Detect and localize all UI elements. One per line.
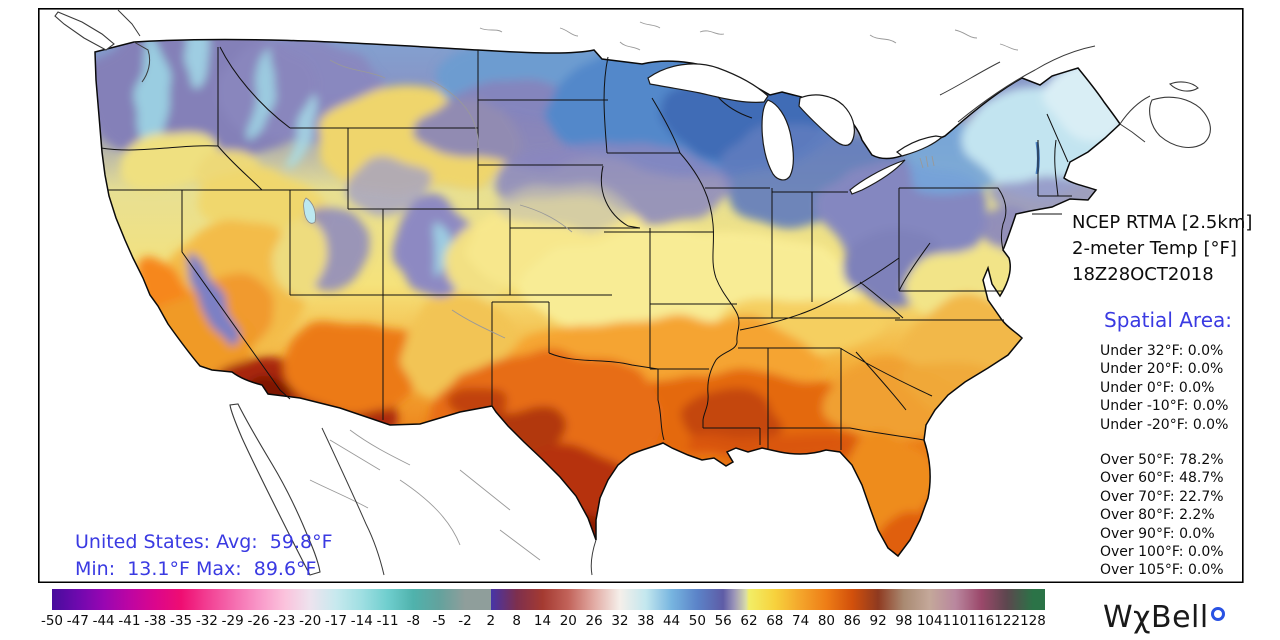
logo-degree-icon xyxy=(1210,607,1225,621)
colorbar-tick-label: -11 xyxy=(376,613,399,629)
weatherbell-logo: WχBell xyxy=(1103,600,1225,635)
colorbar-tick-label: 86 xyxy=(843,613,861,629)
logo-text: WχBell xyxy=(1103,600,1209,635)
coastline-detail xyxy=(117,9,1151,576)
colorbar-tick-label: 50 xyxy=(688,613,706,629)
colorbar-tick-label: 92 xyxy=(869,613,887,629)
under-stat-line: Under -20°F: 0.0% xyxy=(1100,416,1229,433)
under-stat-line: Under -10°F: 0.0% xyxy=(1100,398,1229,415)
us-summary-stats: United States: Avg: 59.8°F Min: 13.1°F Ma… xyxy=(75,529,333,583)
colorbar-tick-label: 80 xyxy=(817,613,836,629)
colorbar-tick-label: -23 xyxy=(273,613,296,629)
colorbar-tick-label: 116 xyxy=(968,613,995,629)
colorbar-tick-label: 62 xyxy=(740,613,758,629)
colorbar-tick-label: -14 xyxy=(350,613,373,629)
colorbar-tick-label: 68 xyxy=(766,613,784,629)
title-variable: 2-meter Temp [°F] xyxy=(1072,238,1237,259)
colorbar-gradient xyxy=(52,589,1045,610)
us-temperature-map xyxy=(37,8,1244,584)
colorbar-tick-label: -8 xyxy=(406,613,421,629)
canada-mexico-coastlines xyxy=(54,11,1211,576)
under-threshold-list: Under 32°F: 0.0% Under 20°F: 0.0% Under 0°… xyxy=(1100,342,1250,434)
colorbar-tick-label: -20 xyxy=(299,613,322,629)
colorbar-tick-label: 104 xyxy=(916,613,943,629)
colorbar-tick-label: -5 xyxy=(432,613,446,629)
colorbar-tick-label: 38 xyxy=(637,613,655,629)
colorbar-tick-label: 110 xyxy=(942,613,969,629)
colorbar-tick-label: 14 xyxy=(533,613,552,629)
colorbar-tick-label: -17 xyxy=(324,613,347,629)
over-stat-line: Over 90°F: 0.0% xyxy=(1100,525,1215,542)
map-title-block: NCEP RTMA [2.5km] 2-meter Temp [°F] 18Z28O… xyxy=(1072,210,1252,288)
colorbar-tick-label: 74 xyxy=(792,613,810,629)
colorbar-tick-label: -2 xyxy=(458,613,472,629)
colorbar-tick-label: -26 xyxy=(247,613,270,629)
colorbar-tick-label: -50 xyxy=(40,613,64,629)
colorbar-tick-label: -32 xyxy=(195,613,218,629)
colorbar-labels: -50 -47 -44 -41 -38 -35 -32 -29 -26 -23 -20 -17 -14-… xyxy=(41,613,1046,631)
colorbar-tick-label: -47 xyxy=(66,613,89,629)
great-salt-lake xyxy=(303,197,316,224)
under-stat-line: Under 0°F: 0.0% xyxy=(1100,379,1215,396)
over-stat-line: Over 60°F: 48.7% xyxy=(1100,470,1224,487)
spatial-area-heading: Spatial Area: xyxy=(1104,308,1232,332)
colorbar-tick-label: 8 xyxy=(512,613,521,629)
under-stat-line: Under 32°F: 0.0% xyxy=(1100,343,1224,359)
colorbar-tick-label: 2 xyxy=(486,613,496,629)
river-lines xyxy=(309,21,1019,561)
colorbar-tick-label: 122 xyxy=(994,613,1021,629)
map-region xyxy=(37,8,1244,584)
over-stat-line: Over 100°F: 0.0% xyxy=(1100,544,1224,561)
colorbar-tick-label: -35 xyxy=(170,613,193,629)
colorbar-tick-label: -29 xyxy=(221,613,244,629)
colorbar-tick-label: 26 xyxy=(585,613,603,629)
over-stat-line: Over 50°F: 78.2% xyxy=(1100,452,1224,468)
colorbar-tick-label: 128 xyxy=(1020,613,1046,629)
under-stat-line: Under 20°F: 0.0% xyxy=(1100,361,1224,378)
over-threshold-list: Over 50°F: 78.2% Over 60°F: 48.7% Over 70°… xyxy=(1100,451,1250,580)
colorbar-tick-label: -41 xyxy=(118,613,141,629)
over-stat-line: Over 105°F: 0.0% xyxy=(1100,562,1224,579)
summary-avg: United States: Avg: 59.8°F xyxy=(75,531,333,553)
temperature-field xyxy=(95,39,1120,557)
colorbar-tick-label: 20 xyxy=(559,613,577,629)
title-model: NCEP RTMA [2.5km] xyxy=(1072,212,1253,233)
state-borders xyxy=(100,46,1072,450)
colorbar-tick-label: -44 xyxy=(92,613,115,629)
over-stat-line: Over 80°F: 2.2% xyxy=(1100,507,1215,524)
title-valid-time: 18Z28OCT2018 xyxy=(1072,264,1214,285)
colorbar-tick-label: 32 xyxy=(611,613,629,629)
colorbar-tick-label: 98 xyxy=(895,613,913,629)
summary-min-max: Min: 13.1°F Max: 89.6°F xyxy=(75,558,317,580)
great-lakes xyxy=(647,63,944,195)
colorbar-tick-label: -38 xyxy=(144,613,167,629)
over-stat-line: Over 70°F: 22.7% xyxy=(1100,488,1224,505)
colorbar-tick-label: 56 xyxy=(714,613,732,629)
colorbar-tick-label: 44 xyxy=(662,613,681,629)
map-frame xyxy=(37,8,1244,584)
